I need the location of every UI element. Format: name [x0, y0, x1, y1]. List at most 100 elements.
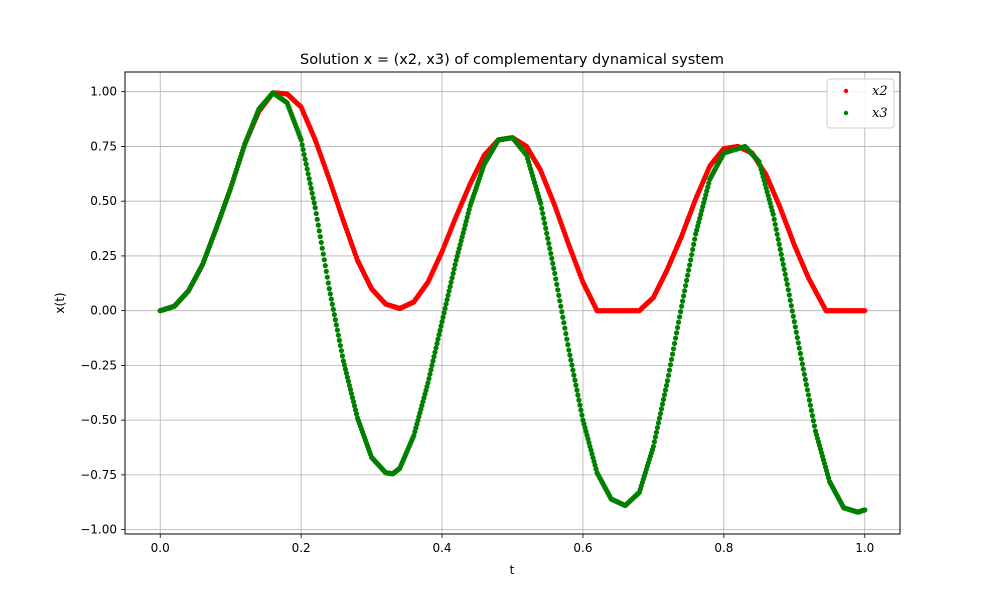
data-point: [441, 310, 447, 316]
data-point: [325, 280, 331, 286]
data-point: [777, 246, 783, 252]
data-point: [571, 372, 577, 378]
data-point: [549, 255, 555, 262]
plot-frame: [124, 71, 901, 535]
data-point: [696, 219, 702, 225]
data-point: [807, 402, 814, 408]
data-point: [654, 425, 661, 431]
data-point: [449, 275, 455, 281]
data-point: [326, 286, 332, 292]
data-point: [335, 332, 341, 338]
data-point: [299, 142, 305, 148]
data-point: [568, 357, 574, 363]
data-point: [570, 367, 576, 373]
data-point: [781, 266, 787, 272]
x-tick-label: 0.6: [573, 541, 592, 555]
data-point: [578, 407, 584, 413]
data-point: [664, 378, 671, 384]
data-point: [349, 395, 356, 401]
data-point: [657, 410, 664, 417]
data-point: [682, 288, 688, 294]
data-point: [789, 308, 795, 314]
data-point: [666, 367, 673, 373]
data-point: [785, 287, 791, 293]
data-point: [862, 507, 868, 513]
data-point: [431, 354, 437, 360]
data-point: [339, 353, 346, 359]
data-point: [555, 287, 561, 293]
data-point: [698, 211, 704, 218]
data-point: [803, 382, 809, 388]
data-point: [674, 324, 681, 331]
data-point: [559, 309, 565, 315]
data-point: [786, 292, 792, 298]
data-point: [653, 429, 660, 435]
y-tick-label: 1.00: [90, 85, 117, 99]
data-point: [705, 184, 711, 190]
x-tick-label: 1.0: [855, 541, 874, 555]
data-point: [320, 251, 326, 257]
data-point: [426, 375, 432, 382]
data-point: [447, 283, 453, 290]
data-point: [443, 301, 449, 307]
data-point: [341, 362, 348, 368]
data-point: [301, 151, 307, 158]
data-point: [553, 276, 559, 282]
data-point: [558, 303, 564, 309]
data-point: [681, 293, 687, 299]
x-tick-label: 0.0: [151, 541, 170, 555]
data-point: [801, 371, 807, 377]
data-point: [672, 335, 679, 341]
data-point: [462, 222, 468, 228]
data-point: [670, 346, 677, 352]
data-point: [566, 347, 572, 353]
data-point: [329, 301, 335, 307]
data-point: [669, 351, 676, 357]
data-point: [779, 256, 785, 262]
data-point: [448, 279, 454, 285]
data-point: [811, 423, 818, 429]
data-point: [810, 418, 817, 424]
data-point: [572, 377, 578, 383]
data-point: [663, 382, 670, 389]
data-point: [652, 434, 659, 440]
data-point: [662, 387, 669, 393]
data-point: [435, 336, 441, 342]
data-point: [684, 277, 690, 284]
data-point: [545, 235, 551, 242]
data-point: [319, 245, 325, 251]
data-point: [799, 361, 805, 367]
data-point: [685, 272, 691, 278]
data-point: [466, 206, 472, 213]
data-point: [690, 246, 696, 253]
data-point: [862, 308, 868, 314]
y-tick-label: 0.00: [90, 304, 117, 318]
data-point: [322, 263, 328, 269]
data-point: [333, 322, 339, 328]
data-point: [317, 234, 323, 240]
data-point: [314, 216, 320, 222]
data-point: [544, 230, 550, 237]
data-point: [450, 270, 456, 277]
data-point: [650, 443, 657, 450]
data-point: [569, 362, 575, 368]
data-point: [780, 261, 786, 267]
data-point: [332, 317, 338, 323]
data-point: [542, 220, 548, 226]
data-point: [686, 267, 692, 273]
data-point: [800, 366, 806, 372]
data-point: [463, 218, 469, 224]
data-point: [346, 382, 353, 389]
data-point: [771, 216, 777, 222]
data-point: [692, 236, 698, 242]
data-point: [321, 257, 327, 263]
data-point: [455, 249, 461, 256]
legend-label-x3: x3: [872, 106, 888, 121]
data-point: [794, 334, 800, 341]
data-point: [328, 296, 334, 302]
data-point: [327, 291, 333, 297]
x-tick-label: 0.2: [292, 541, 311, 555]
data-point: [702, 196, 708, 202]
data-point: [430, 358, 436, 364]
